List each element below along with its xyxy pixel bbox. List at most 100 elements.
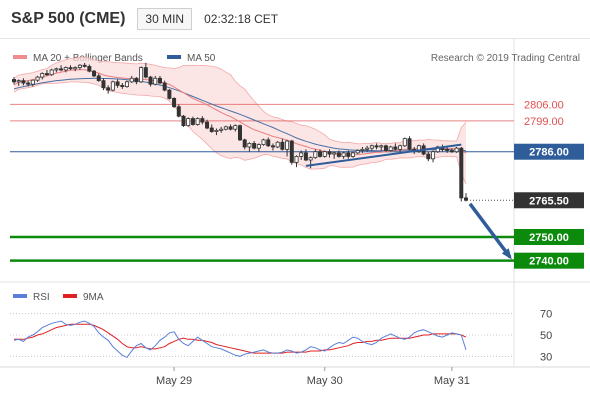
candle-body [233,125,238,130]
candle-body [205,121,210,129]
candle-body [261,139,266,146]
candle-body [181,115,186,127]
forecast-arrow [468,202,512,259]
x-tick-label: May 30 [307,375,343,387]
candle-body [68,67,73,70]
resistance-label: 2806.00 [524,99,564,111]
candle-body [332,152,337,155]
candle-body [139,67,144,83]
candle-body [355,150,360,154]
candle-body [459,147,464,199]
candle-body [157,77,162,84]
support-tag [514,228,584,245]
candle-body [318,151,323,157]
candle-body [172,98,177,108]
candle-body [167,89,172,99]
candle-body [115,81,120,86]
legend-label-rsi: RSI [33,292,50,303]
support-label: 2750.00 [529,232,569,244]
support-trendline [305,143,462,167]
candle-body [92,70,97,77]
candle-body [87,66,92,72]
candle-body [54,68,59,71]
candle-body [73,67,78,70]
candle-body [247,143,252,148]
candle-body [379,145,384,148]
candle-body [125,81,130,87]
candle-body [63,67,68,71]
candle-body [369,145,374,149]
candle-body [341,152,346,157]
candle-body [383,145,388,151]
candle-body [398,145,403,150]
candlesticks [11,62,468,202]
candle-body [219,128,224,131]
candle-body [454,147,459,153]
candle-body [237,125,242,141]
candle-body [148,76,153,85]
candle-body [285,140,290,150]
candle-body [365,147,370,150]
last-price-label: 2765.50 [529,195,569,207]
candle-body [26,82,31,85]
candle-body [153,77,158,85]
candle-body [35,76,40,81]
rsi-tick-label: 70 [540,309,552,321]
candle-body [162,82,167,91]
candle-body [374,145,379,148]
candle-body [327,151,332,155]
pivot-label: 2786.00 [529,147,569,159]
candle-body [223,126,228,130]
last-price-tag [514,192,584,209]
candle-body [402,138,407,147]
support-tag [514,252,584,269]
legend-swatch-ma20 [13,55,27,59]
candle-body [336,152,341,157]
candle-body [445,148,450,151]
candle-body [44,73,49,76]
candle-body [270,145,275,148]
x-tick-label: May 29 [156,375,192,387]
resistance-label: 2799.00 [524,116,564,128]
candle-body [129,77,134,83]
rsi-9ma-line [14,323,467,354]
candle-body [294,156,299,163]
candle-body [308,157,313,161]
candle-body [256,144,261,149]
candle-body [360,148,365,151]
bollinger-upper-band [13,56,467,145]
candle-body [110,81,115,91]
candle-body [30,79,35,85]
rsi-tick-label: 50 [540,330,552,342]
candle-body [40,73,45,78]
candle-body [275,141,280,148]
candle-body [346,152,351,157]
legend-label-ma50: MA 50 [187,53,216,64]
legend-swatch-rsi [13,294,27,298]
candle-body [21,80,26,84]
candle-body [228,126,233,130]
candle-body [266,139,271,147]
candle-body [82,64,87,67]
candle-body [200,118,205,123]
rsi-line [13,320,467,359]
candle-body [463,197,468,201]
candle-body [280,141,285,150]
timeframe-selector[interactable]: 30 MIN [137,8,193,30]
candle-body [252,143,257,149]
candle-body [101,80,106,89]
candle-body [426,153,431,160]
candle-body [49,69,54,76]
candle-body [120,84,125,87]
candle-body [393,146,398,150]
legend-swatch-ma50 [167,55,181,59]
rsi-tick-label: 30 [540,351,552,363]
candle-body [322,151,327,157]
instrument-title: S&P 500 (CME) [11,10,126,27]
candle-body [289,140,294,163]
x-tick-label: May 31 [434,375,470,387]
candle-body [299,152,304,157]
support-label: 2740.00 [529,256,569,268]
legend-label-9ma: 9MA [83,292,104,303]
candle-body [431,151,436,160]
